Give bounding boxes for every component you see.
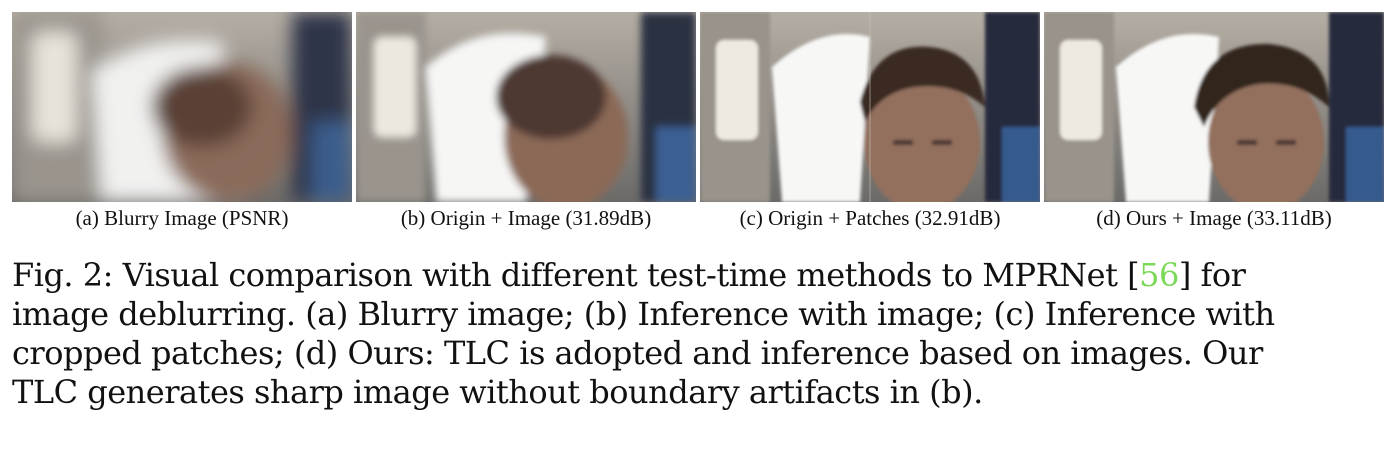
- subcaption-b: (b) Origin + Image (31.89dB): [400, 206, 652, 230]
- caption-line-3: cropped patches; (d) Ours: TLC is adopte…: [12, 334, 1263, 372]
- figure-panels: [12, 12, 1384, 202]
- origin-patches-photo: [700, 12, 1040, 202]
- panel-origin-patches: [700, 12, 1040, 202]
- subcaption-c: (c) Origin + Patches (32.91dB): [739, 206, 1001, 230]
- panel-origin-image: [356, 12, 696, 202]
- caption-line-4: TLC generates sharp image without bounda…: [12, 373, 983, 411]
- citation-link[interactable]: 56: [1139, 256, 1179, 294]
- figure-caption: Fig. 2: Visual comparison with different…: [12, 256, 1382, 412]
- panel-ours-image: [1044, 12, 1384, 202]
- panel-blurry-image: [12, 12, 352, 202]
- caption-line-1-text: Fig. 2: Visual comparison with different…: [12, 256, 1140, 294]
- blurry-photo: [12, 12, 352, 202]
- origin-image-photo: [356, 12, 696, 202]
- caption-line-1-end: ] for: [1178, 256, 1246, 294]
- caption-line-2: image deblurring. (a) Blurry image; (b) …: [12, 295, 1275, 333]
- subcaption-a: (a) Blurry Image (PSNR): [75, 206, 289, 230]
- caption-line-1: Fig. 2: Visual comparison with different…: [12, 256, 1382, 295]
- ours-image-photo: [1044, 12, 1384, 202]
- subcaption-d: (d) Ours + Image (33.11dB): [1096, 206, 1332, 230]
